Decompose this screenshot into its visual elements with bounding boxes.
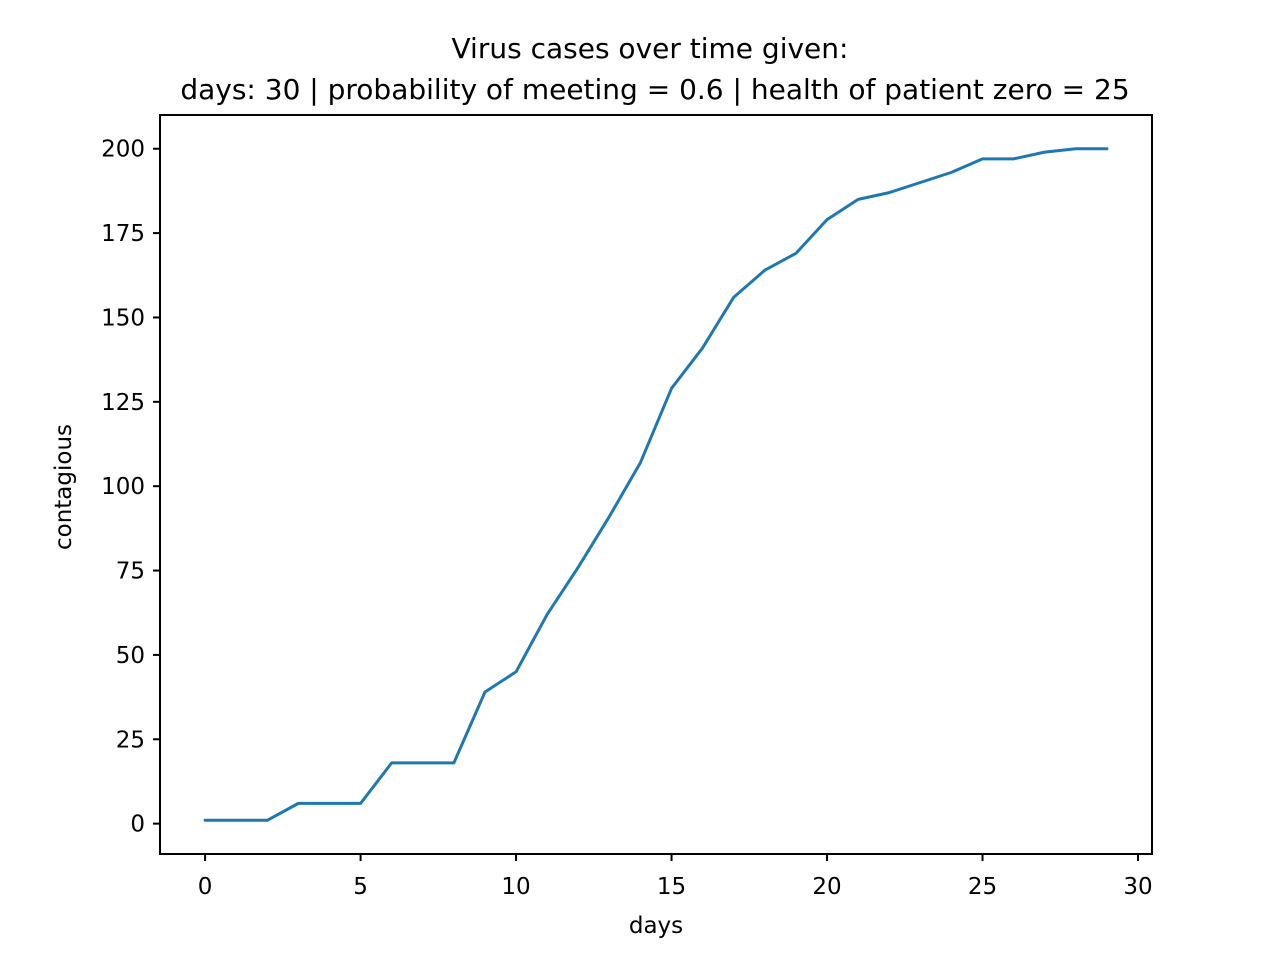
x-tick-label: 30 <box>1123 874 1152 900</box>
x-tick-label: 15 <box>657 874 686 900</box>
x-tick-label: 10 <box>501 874 530 900</box>
y-tick-label: 200 <box>101 137 145 163</box>
chart-subtitle: days: 30 | probability of meeting = 0.6 … <box>180 73 1129 106</box>
x-tick-label: 20 <box>812 874 841 900</box>
y-tick-label: 175 <box>101 221 145 247</box>
y-tick-label: 100 <box>101 474 145 500</box>
y-axis: 0 25 50 75 100 125 150 175 200 <box>101 137 160 838</box>
y-axis-label: contagious <box>51 424 77 550</box>
y-tick-label: 75 <box>116 559 145 585</box>
y-tick-label: 125 <box>101 390 145 416</box>
x-tick-label: 5 <box>353 874 368 900</box>
chart-title: Virus cases over time given: <box>452 32 849 65</box>
y-tick-label: 0 <box>130 812 145 838</box>
x-axis-label: days <box>629 913 683 939</box>
x-tick-label: 0 <box>198 874 213 900</box>
series-layer <box>203 147 1109 822</box>
x-tick-label: 25 <box>968 874 997 900</box>
x-axis: 0 5 10 15 20 25 30 <box>198 854 1153 900</box>
series-line <box>203 147 1109 822</box>
plot-area <box>159 114 1153 855</box>
y-tick-label: 25 <box>116 727 145 753</box>
y-tick-label: 150 <box>101 305 145 331</box>
y-tick-label: 50 <box>116 643 145 669</box>
